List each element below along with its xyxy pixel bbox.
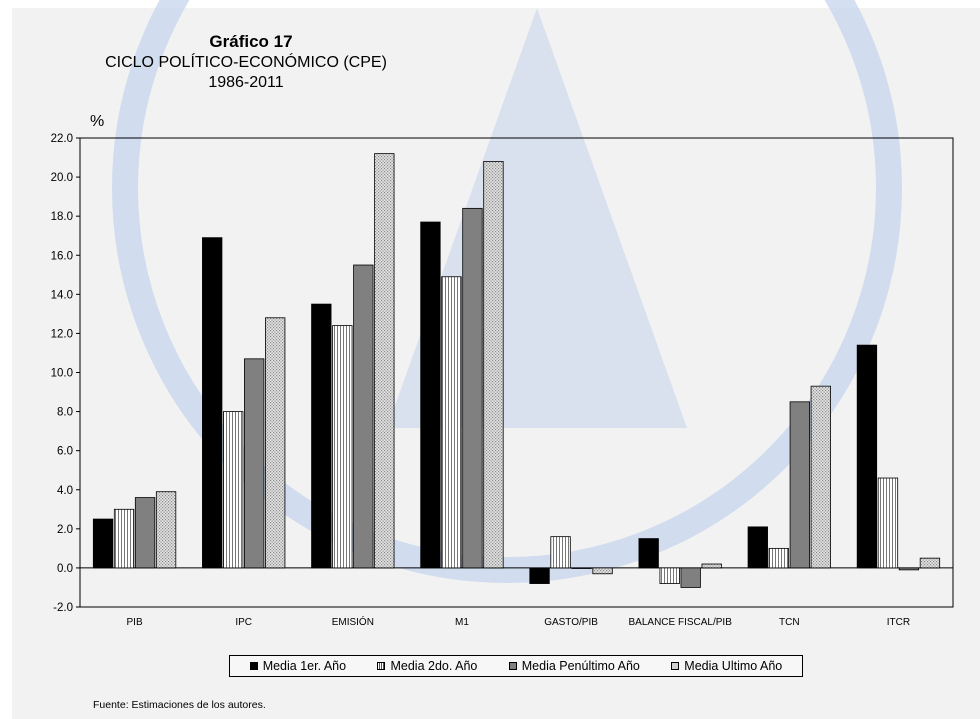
y-tick-label: 12.0 bbox=[51, 328, 73, 340]
source-note: Fuente: Estimaciones de los autores. bbox=[93, 699, 266, 711]
legend-label-series-3: Media Penúltimo Año bbox=[521, 659, 640, 673]
bar-1-0 bbox=[92, 518, 114, 569]
y-tick-label: 10.0 bbox=[51, 368, 73, 380]
y-axis-unit: % bbox=[90, 113, 105, 130]
legend-label-series-4: Media Ultimo Año bbox=[684, 659, 783, 673]
chart-title-block: Gráfico 17 CICLO POLÍTICO-ECONÓMICO (CPE… bbox=[0, 32, 470, 92]
y-tick-label: 6.0 bbox=[57, 446, 73, 458]
x-category-label: ITCR bbox=[887, 617, 910, 628]
bar-1-1 bbox=[202, 237, 223, 569]
bar-4-5 bbox=[701, 563, 722, 569]
bar-4-3 bbox=[483, 161, 504, 569]
x-category-label: M1 bbox=[455, 617, 469, 628]
x-category-label: BALANCE FISCAL/PIB bbox=[629, 617, 733, 628]
bar-2-5 bbox=[659, 567, 680, 584]
chart-legend: Media 1er. Año Media 2do. Año Media Penú… bbox=[229, 655, 803, 677]
y-tick-label: 16.0 bbox=[51, 250, 73, 262]
bar-3-0 bbox=[134, 497, 156, 569]
chart-period: 1986-2011 bbox=[208, 74, 284, 91]
bar-2-1 bbox=[223, 411, 244, 569]
y-tick-label: 22.0 bbox=[51, 133, 73, 145]
chart-bars bbox=[92, 153, 941, 588]
bar-3-5 bbox=[680, 567, 701, 588]
legend-item-series-2: Media 2do. Año bbox=[377, 659, 477, 673]
bar-1-2 bbox=[311, 303, 332, 569]
legend-swatch-series-1 bbox=[249, 662, 258, 670]
bar-3-4 bbox=[571, 567, 592, 569]
legend-swatch-series-2 bbox=[377, 662, 386, 670]
bar-4-7 bbox=[919, 557, 941, 569]
y-tick-label: 0.0 bbox=[57, 563, 73, 575]
legend-item-series-4: Media Ultimo Año bbox=[671, 659, 782, 673]
y-tick-label: 14.0 bbox=[51, 289, 73, 301]
x-category-label: IPC bbox=[235, 617, 252, 628]
legend-item-series-3: Media Penúltimo Año bbox=[508, 659, 640, 673]
bar-3-1 bbox=[244, 358, 265, 569]
bar-4-1 bbox=[265, 317, 286, 569]
legend-label-series-2: Media 2do. Año bbox=[390, 659, 478, 673]
y-tick-label: 20.0 bbox=[51, 172, 73, 184]
bar-3-6 bbox=[789, 401, 810, 569]
legend-swatch-series-4 bbox=[671, 662, 680, 670]
x-category-label: GASTO/PIB bbox=[544, 617, 598, 628]
bar-4-0 bbox=[155, 491, 177, 569]
bar-2-4 bbox=[550, 536, 571, 569]
bar-1-4 bbox=[529, 567, 550, 584]
y-tick-label: 8.0 bbox=[57, 407, 73, 419]
bar-2-0 bbox=[113, 508, 135, 569]
x-category-label: TCN bbox=[779, 617, 800, 628]
bar-2-7 bbox=[877, 477, 899, 569]
chart-subtitle: CICLO POLÍTICO-ECONÓMICO (CPE) bbox=[105, 54, 387, 71]
bar-1-6 bbox=[747, 526, 768, 569]
bar-2-2 bbox=[332, 325, 353, 569]
chart-title: Gráfico 17 bbox=[209, 32, 293, 51]
y-tick-label: 2.0 bbox=[57, 524, 73, 536]
bar-1-7 bbox=[856, 344, 878, 569]
legend-item-series-1: Media 1er. Año bbox=[249, 659, 347, 673]
bar-3-7 bbox=[898, 567, 920, 571]
legend-label-series-1: Media 1er. Año bbox=[262, 659, 347, 673]
y-tick-label: -2.0 bbox=[53, 602, 73, 614]
bar-4-6 bbox=[810, 385, 831, 569]
bar-1-5 bbox=[638, 538, 659, 569]
x-category-label: PIB bbox=[127, 617, 143, 628]
bar-4-4 bbox=[592, 567, 613, 575]
bar-3-2 bbox=[353, 264, 374, 569]
bar-2-3 bbox=[441, 276, 462, 569]
bar-1-3 bbox=[420, 221, 441, 569]
bar-3-3 bbox=[462, 207, 483, 569]
y-tick-label: 18.0 bbox=[51, 211, 73, 223]
chart-labels: -2.0 0.0 2.0 4.0 6.0 8.0 10.0 12.0 14.0 16.0 18.0 2… bbox=[51, 133, 911, 628]
y-tick-label: 4.0 bbox=[57, 485, 73, 497]
legend-swatch-series-3 bbox=[508, 662, 517, 670]
x-category-label: EMISIÓN bbox=[332, 615, 374, 628]
bar-4-2 bbox=[374, 153, 395, 569]
bar-2-6 bbox=[768, 547, 789, 569]
